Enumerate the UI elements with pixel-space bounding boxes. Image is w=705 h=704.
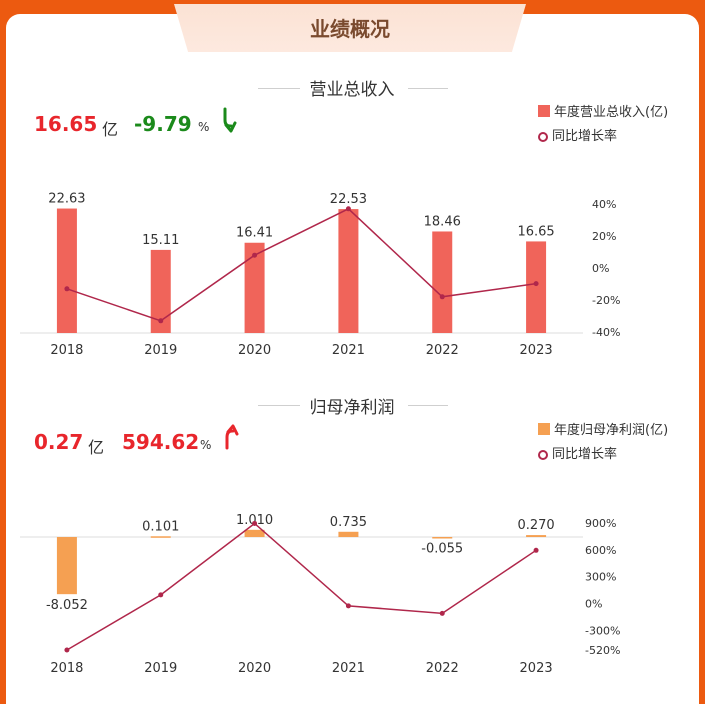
growth-point [533, 281, 539, 287]
y2-tick-label: 600% [585, 544, 616, 557]
x-tick-label: 2019 [144, 661, 177, 676]
legend-square-icon [538, 105, 550, 117]
profit-chart: 900% 600% 300% 0% -300% -520% -8.052 2018 0.101 2… [20, 513, 620, 676]
growth-point [158, 592, 164, 598]
x-tick-label: 2021 [332, 343, 365, 358]
x-tick-label: 2022 [426, 661, 459, 676]
y2-tick-label: 40% [592, 198, 616, 211]
data-label: 1.010 [236, 513, 273, 528]
growth-point [439, 294, 445, 300]
legend-label: 同比增长率 [552, 447, 618, 462]
revenue-legend-line: 同比增长率 [538, 125, 617, 144]
y2-tick-label: 0% [592, 262, 609, 275]
up-arrow-icon [225, 424, 239, 450]
legend-square-icon [538, 423, 550, 435]
legend-circle-icon [538, 450, 548, 460]
data-label: -8.052 [46, 598, 88, 613]
y2-tick-label: -520% [585, 644, 620, 657]
growth-point [158, 318, 164, 324]
growth-point [345, 603, 351, 609]
growth-point [252, 252, 258, 258]
title-divider-left [258, 88, 300, 89]
profit-unit: 亿 [88, 438, 105, 457]
bar [338, 209, 359, 333]
bar [56, 208, 77, 333]
x-tick-label: 2019 [144, 343, 177, 358]
x-tick-label: 2020 [238, 343, 271, 358]
y2-tick-label: 20% [592, 230, 616, 243]
revenue-unit: 亿 [102, 120, 119, 139]
data-label: 22.53 [330, 192, 367, 207]
x-tick-label: 2018 [50, 343, 83, 358]
x-tick-label: 2022 [426, 343, 459, 358]
legend-label: 同比增长率 [552, 129, 618, 144]
growth-point [533, 547, 539, 553]
bar [56, 537, 77, 595]
growth-point [439, 610, 445, 616]
y2-tick-label: -300% [585, 624, 620, 637]
y2-tick-label: 300% [585, 571, 616, 584]
bar [526, 241, 547, 333]
growth-point [252, 520, 258, 526]
data-label: 0.270 [517, 518, 554, 533]
bar [432, 231, 453, 333]
revenue-change-unit: % [198, 120, 210, 134]
header-tab [174, 4, 526, 52]
performance-card [6, 14, 699, 704]
data-label: 16.65 [517, 224, 554, 239]
bar [244, 242, 265, 333]
data-label: 0.101 [142, 519, 179, 534]
x-tick-label: 2021 [332, 661, 365, 676]
revenue-value: 16.65 [34, 112, 98, 136]
profit-change: 594.62 [122, 430, 200, 454]
data-label: 22.63 [48, 192, 85, 207]
bar [432, 537, 453, 539]
revenue-change: -9.79 [134, 112, 192, 136]
y2-tick-label: -40% [592, 326, 620, 339]
revenue-legend-bar: 年度营业总收入(亿) [538, 101, 668, 120]
growth-point [64, 286, 70, 292]
x-tick-label: 2018 [50, 661, 83, 676]
y2-tick-label: 0% [585, 597, 602, 610]
legend-label: 年度归母净利润(亿) [554, 423, 669, 438]
growth-point [64, 647, 70, 653]
data-label: 16.41 [236, 226, 273, 241]
x-tick-label: 2023 [520, 661, 553, 676]
title-divider-right [408, 405, 448, 406]
down-arrow-icon [223, 107, 237, 133]
profit-change-unit: % [200, 438, 212, 452]
growth-line [66, 522, 537, 651]
x-tick-label: 2023 [520, 343, 553, 358]
y2-tick-label: -20% [592, 294, 620, 307]
profit-legend-line: 同比增长率 [538, 443, 617, 462]
x-tick-label: 2020 [238, 661, 271, 676]
bar [526, 535, 547, 537]
title-divider-left [258, 405, 300, 406]
profit-section-title: 归母净利润 [309, 398, 395, 418]
revenue-chart: 40% 20% 0% -20% -40% 22.63 2018 15.11 2019 16.41 2… [20, 192, 620, 358]
legend-label: 年度营业总收入(亿) [554, 105, 669, 120]
profit-legend-bar: 年度归母净利润(亿) [538, 419, 668, 438]
bar [244, 529, 265, 537]
growth-line [66, 207, 537, 322]
growth-point [345, 206, 351, 212]
legend-circle-icon [538, 132, 548, 142]
data-label: 15.11 [142, 233, 179, 248]
bar [338, 531, 359, 537]
title-divider-right [408, 88, 448, 89]
data-label: 0.735 [330, 515, 367, 530]
page-title: 业绩概况 [310, 17, 390, 41]
bar [150, 249, 171, 333]
y2-tick-label: 900% [585, 517, 616, 530]
data-label: -0.055 [421, 541, 463, 556]
profit-value: 0.27 [34, 430, 84, 454]
data-label: 18.46 [424, 214, 461, 229]
bar [150, 536, 171, 538]
revenue-section-title: 营业总收入 [309, 80, 395, 100]
